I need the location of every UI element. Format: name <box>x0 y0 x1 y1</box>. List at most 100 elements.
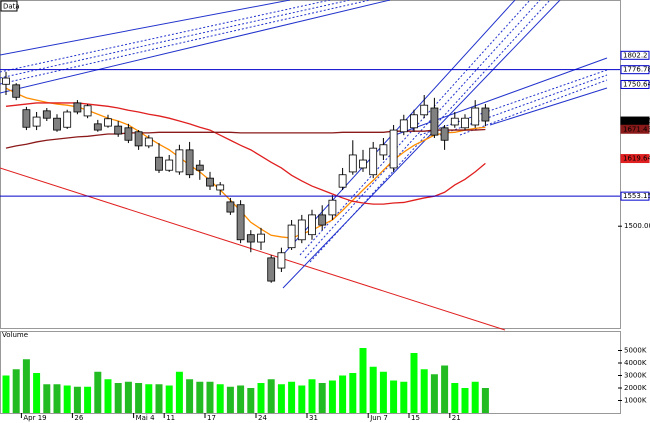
trendline <box>0 0 391 94</box>
candle-body <box>236 204 245 241</box>
candle-body <box>155 156 163 171</box>
title-box <box>0 0 18 12</box>
volume-bar <box>145 384 153 413</box>
volume-bar <box>390 380 398 413</box>
volume-bar <box>318 383 326 413</box>
volume-bar <box>277 384 285 413</box>
volume-bar <box>216 384 224 413</box>
candle-body <box>318 214 327 226</box>
volume-bar <box>186 379 194 413</box>
candle-body <box>185 149 194 176</box>
volume-bar <box>165 385 173 413</box>
volume-bar <box>461 388 469 413</box>
candle-body <box>389 129 398 169</box>
trendline <box>282 0 561 289</box>
candle-body <box>246 234 255 243</box>
y-tick-label: 1500.00 <box>624 222 650 230</box>
volume-bar <box>73 386 81 413</box>
x-tick-label: Mai 4 <box>136 414 155 422</box>
volume-bar <box>196 381 204 413</box>
x-tick-label: Jun 7 <box>369 414 388 422</box>
candle-body <box>430 107 439 136</box>
candle-body <box>257 233 265 243</box>
moving-average <box>5 102 486 205</box>
x-tick-label: 11 <box>166 414 175 422</box>
volume-bar <box>84 386 92 413</box>
price-marker-label: 1619.64 <box>623 155 650 163</box>
candle-body <box>348 154 357 173</box>
price-marker-label: 1776.7800 <box>623 66 650 74</box>
x-tick-label: 15 <box>411 414 420 422</box>
candle-body <box>297 219 306 241</box>
volume-bar <box>267 379 275 413</box>
volume-bar <box>114 383 122 413</box>
volume-bar <box>400 381 408 413</box>
y-tick-label: 5000K <box>624 347 647 355</box>
candle-body <box>267 257 276 282</box>
price-marker-label: 1750.64 <box>623 80 650 88</box>
candle-body <box>399 119 408 133</box>
volume-bar <box>339 375 347 413</box>
volume-bar <box>63 385 71 413</box>
candle-body <box>287 224 296 249</box>
price-marker-label: 1553.1500 <box>623 192 650 200</box>
candle-body <box>216 184 225 191</box>
chart-title: Data <box>3 3 20 11</box>
volume-bar <box>328 380 336 413</box>
x-tick-label: 21 <box>452 414 461 422</box>
candle-body <box>206 177 214 187</box>
trendline <box>0 0 371 85</box>
trendline <box>299 0 531 256</box>
price-marker <box>620 65 650 75</box>
volume-bar <box>410 353 418 413</box>
volume-bar <box>247 388 255 413</box>
candle-body <box>144 137 153 147</box>
volume-bar <box>104 379 112 413</box>
candle-body <box>114 125 123 135</box>
x-tick-label: 17 <box>207 414 216 422</box>
candle-body <box>93 123 102 131</box>
trendline <box>0 0 291 56</box>
candle-body <box>359 159 367 169</box>
candle-body <box>461 117 469 129</box>
price-marker-label: 1685.95 <box>623 117 650 125</box>
candle-body <box>410 114 418 129</box>
volume-bar <box>206 381 214 413</box>
price-marker <box>620 124 650 134</box>
candle-body <box>2 77 10 85</box>
candle-body <box>440 127 449 141</box>
volume-bar <box>135 383 143 413</box>
candle-body <box>450 117 459 126</box>
x-tick-label: Apr 19 <box>23 414 46 422</box>
candle-body <box>226 201 235 213</box>
candle-body <box>481 107 490 122</box>
volume-bar <box>481 388 489 413</box>
x-tick-label: 31 <box>309 414 318 422</box>
volume-bar <box>12 369 20 413</box>
candle-body <box>73 102 82 113</box>
volume-bar <box>308 379 316 413</box>
trendline <box>0 167 506 331</box>
volume-bar <box>22 359 30 413</box>
candle-body <box>63 111 72 128</box>
volume-bar <box>2 375 10 413</box>
candle-body <box>277 252 286 269</box>
x-tick-label: 26 <box>74 414 83 422</box>
volume-bar <box>33 373 41 413</box>
price-marker-label: 1802.2 <box>623 51 648 59</box>
candle-body <box>32 116 41 127</box>
candle-body <box>165 159 174 171</box>
y-tick-label: 3000K <box>624 372 647 380</box>
volume-bar <box>288 381 296 413</box>
volume-bar <box>441 365 449 413</box>
volume-bar <box>226 386 234 413</box>
volume-bar <box>451 383 459 413</box>
volume-bar <box>471 381 479 413</box>
volume-bar <box>430 374 438 413</box>
candle-body <box>420 104 429 116</box>
y-tick-label: 2000K <box>624 384 647 392</box>
x-tick-label: 24 <box>258 414 267 422</box>
volume-bar <box>379 371 387 413</box>
candle-body <box>12 84 21 98</box>
